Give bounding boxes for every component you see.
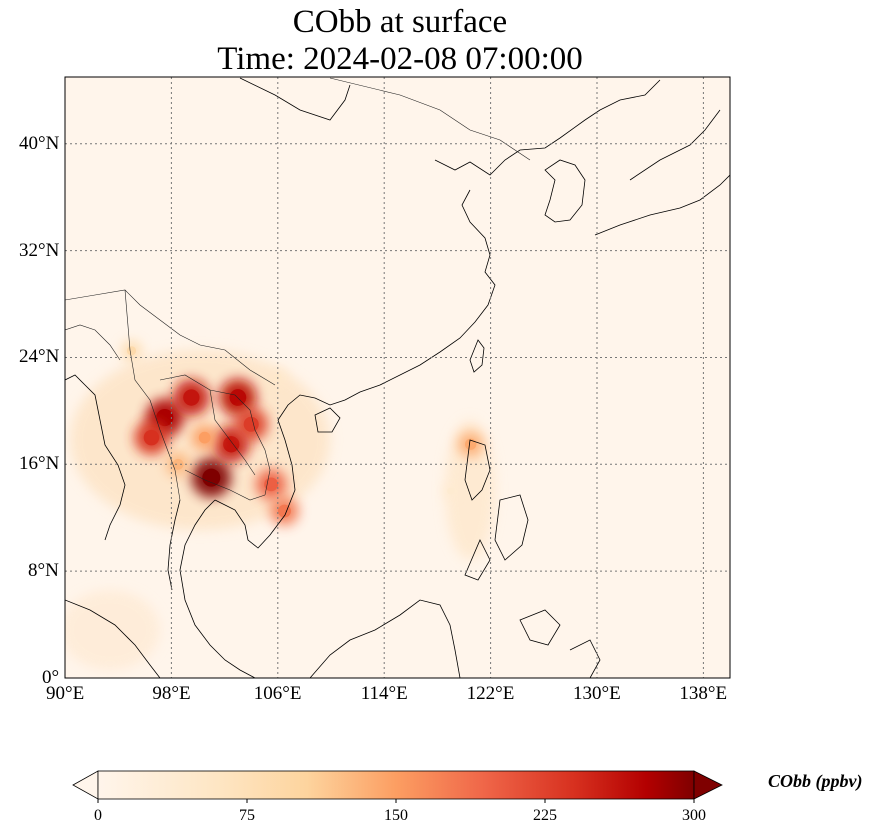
lon-tick-label: 122°E (466, 683, 515, 704)
colorbar-bar (97, 770, 695, 800)
hotspot-core-11 (126, 346, 137, 356)
colorbar (72, 770, 723, 803)
lon-tick-label: 106°E (253, 683, 302, 704)
lon-tick-label: 114°E (360, 683, 408, 704)
lon-tick-label: 98°E (152, 683, 191, 704)
hotspot-core-4 (223, 436, 240, 453)
lat-tick-label: 40°N (19, 132, 60, 154)
chart-subtitle: Time: 2024-02-08 07:00:00 (217, 41, 583, 77)
lon-tick-label: 90°E (46, 683, 85, 704)
hotspot-core-1 (183, 389, 200, 406)
chart-title: CObb at surface (292, 4, 508, 40)
colorbar-title: CObb (ppbv) (768, 771, 863, 791)
colorbar-extend-max (693, 770, 723, 800)
map-frame (64, 76, 731, 679)
lat-tick-label: 32°N (19, 239, 60, 261)
hotspot-core-2 (143, 429, 160, 446)
colorbar-extend-min (72, 770, 99, 800)
gridlines (65, 77, 730, 678)
lat-tick-label: 24°N (19, 346, 60, 368)
colorbar-tick-label: 300 (682, 807, 706, 824)
lat-tick-label: 16°N (19, 453, 60, 475)
hotspot-core-13 (447, 487, 455, 495)
lon-tick-label: 138°E (679, 683, 728, 704)
lon-tick-label: 130°E (573, 683, 621, 704)
colorbar-tick-label: 225 (533, 807, 557, 824)
colorbar-tick-label: 0 (94, 807, 102, 824)
hotspot-core-6 (243, 416, 259, 432)
hotspot-core-0 (156, 408, 174, 427)
hotspot-core-9 (198, 431, 211, 444)
coastlines (65, 77, 730, 678)
hotspot-core-10 (172, 458, 184, 470)
lat-tick-label: 0° (42, 667, 60, 688)
colorbar-tick-label: 150 (384, 807, 408, 824)
hotspot-core-3 (202, 468, 221, 487)
colorbar-tick-label: 75 (239, 807, 255, 824)
lat-tick-label: 8°N (28, 560, 59, 582)
